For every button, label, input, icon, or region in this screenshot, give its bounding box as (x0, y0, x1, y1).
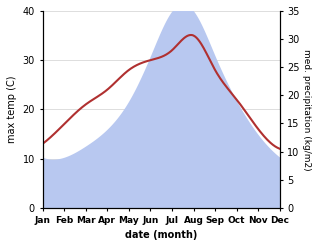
Y-axis label: max temp (C): max temp (C) (7, 76, 17, 143)
Y-axis label: med. precipitation (kg/m2): med. precipitation (kg/m2) (302, 49, 311, 170)
X-axis label: date (month): date (month) (125, 230, 197, 240)
